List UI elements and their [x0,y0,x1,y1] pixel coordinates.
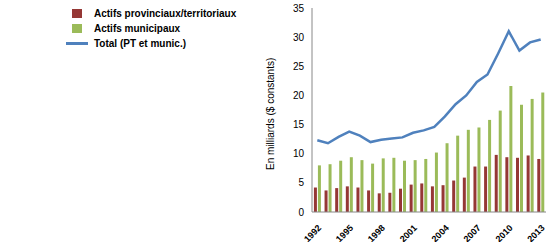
svg-text:1995: 1995 [334,223,355,242]
svg-text:2013: 2013 [525,223,546,242]
svg-text:2010: 2010 [493,223,514,242]
svg-text:5: 5 [298,177,304,188]
svg-text:2001: 2001 [398,223,419,242]
svg-text:30: 30 [293,32,305,43]
svg-text:1998: 1998 [366,223,387,242]
svg-text:10: 10 [293,148,305,159]
svg-text:2004: 2004 [430,223,451,242]
svg-text:2007: 2007 [462,223,483,242]
html-text:Actifs municipaux: Actifs municipaux [94,23,181,34]
svg-text:0: 0 [298,207,304,218]
svg-text:15: 15 [293,119,305,130]
svg-text:1992: 1992 [302,223,323,242]
svg-text:En milliards ($ constants): En milliards ($ constants) [265,58,276,170]
svg-text:25: 25 [293,61,305,72]
html-text:Actifs provinciaux/territoriau: Actifs provinciaux/territoriaux [94,8,237,19]
svg-text:35: 35 [293,3,305,14]
html-text:Total (PT et munic.): Total (PT et munic.) [94,38,186,49]
svg-text:20: 20 [293,90,305,101]
